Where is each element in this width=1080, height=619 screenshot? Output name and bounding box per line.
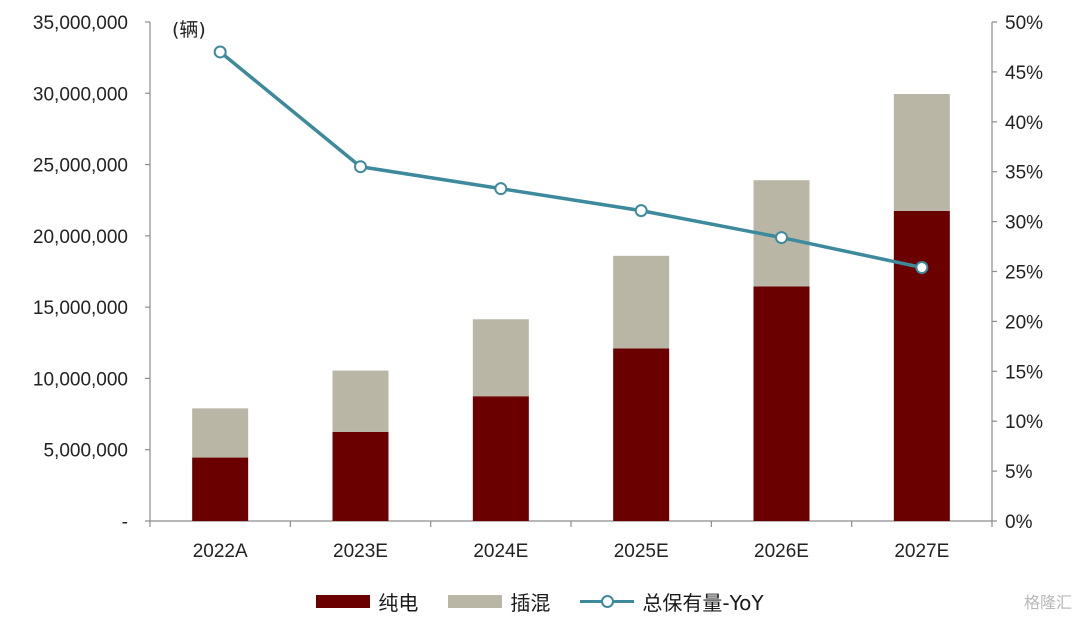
bar-phev xyxy=(472,319,529,397)
bar-bev xyxy=(332,431,389,521)
right-tick-label: 30% xyxy=(1005,213,1043,234)
right-tick-label: 10% xyxy=(1005,412,1043,433)
legend-item-yoy: 总保有量-YoY xyxy=(580,587,764,616)
legend-item-bev: 纯电 xyxy=(316,587,418,616)
yoy-point xyxy=(213,45,227,59)
legend-swatch-bev xyxy=(316,594,371,608)
left-tick-label: 35,000,000 xyxy=(33,13,128,34)
left-axis-unit-label: (辆) xyxy=(172,19,206,41)
legend: 纯电 插混 总保有量-YoY xyxy=(0,586,1080,616)
axes xyxy=(145,21,997,527)
legend-label-phev: 插混 xyxy=(510,590,551,615)
x-tick-label: 2024E xyxy=(473,541,528,562)
bar-bev xyxy=(472,396,529,521)
yoy-point xyxy=(775,231,788,245)
yoy-line xyxy=(219,50,923,270)
left-tick-label: 15,000,000 xyxy=(33,298,128,319)
left-tick-label: 20,000,000 xyxy=(33,227,128,248)
bar-phev xyxy=(613,255,670,349)
left-tick-label: 5,000,000 xyxy=(43,441,128,462)
legend-label-yoy: 总保有量-YoY xyxy=(642,590,764,615)
left-tick-label: 10,000,000 xyxy=(33,369,128,390)
left-tick-label: - xyxy=(122,512,128,533)
right-tick-label: 40% xyxy=(1005,113,1043,134)
right-tick-label: 0% xyxy=(1005,512,1033,533)
right-tick-label: 35% xyxy=(1005,163,1043,184)
bar-phev xyxy=(893,93,950,211)
x-tick-label: 2027E xyxy=(894,541,949,562)
right-tick-label: 15% xyxy=(1005,362,1043,383)
watermark: 格隆汇 xyxy=(1023,593,1072,612)
yoy-line-group xyxy=(213,45,929,275)
right-tick-label: 5% xyxy=(1005,462,1033,483)
legend-label-bev: 纯电 xyxy=(378,590,419,615)
yoy-point xyxy=(494,182,508,196)
right-tick-label: 25% xyxy=(1005,263,1043,284)
x-tick-label: 2023E xyxy=(333,541,388,562)
yoy-point xyxy=(634,204,648,218)
bar-phev xyxy=(332,370,389,432)
right-tick-label: 45% xyxy=(1005,63,1043,84)
yoy-point xyxy=(915,261,929,275)
yoy-point xyxy=(354,160,367,174)
x-tick-label: 2026E xyxy=(754,541,809,562)
legend-item-phev: 插混 xyxy=(448,587,550,616)
bar-bev xyxy=(192,457,249,521)
right-tick-label: 20% xyxy=(1005,312,1043,333)
x-tick-label: 2025E xyxy=(614,541,669,562)
bar-bev xyxy=(613,348,670,521)
chart: - 5,000,000 10,000,000 15,000,000 20,000,000… xyxy=(33,13,1043,562)
bar-group xyxy=(192,93,950,521)
x-tick-label: 2022A xyxy=(193,541,248,562)
left-tick-label: 30,000,000 xyxy=(33,84,128,105)
left-tick-label: 25,000,000 xyxy=(33,156,128,177)
legend-swatch-yoy xyxy=(580,594,635,608)
legend-swatch-phev xyxy=(448,594,503,608)
bar-bev xyxy=(753,286,810,521)
right-tick-label: 50% xyxy=(1005,13,1043,34)
bar-bev xyxy=(893,210,950,521)
tick-labels: - 5,000,000 10,000,000 15,000,000 20,000,000… xyxy=(33,13,1043,562)
bar-phev xyxy=(192,408,249,458)
